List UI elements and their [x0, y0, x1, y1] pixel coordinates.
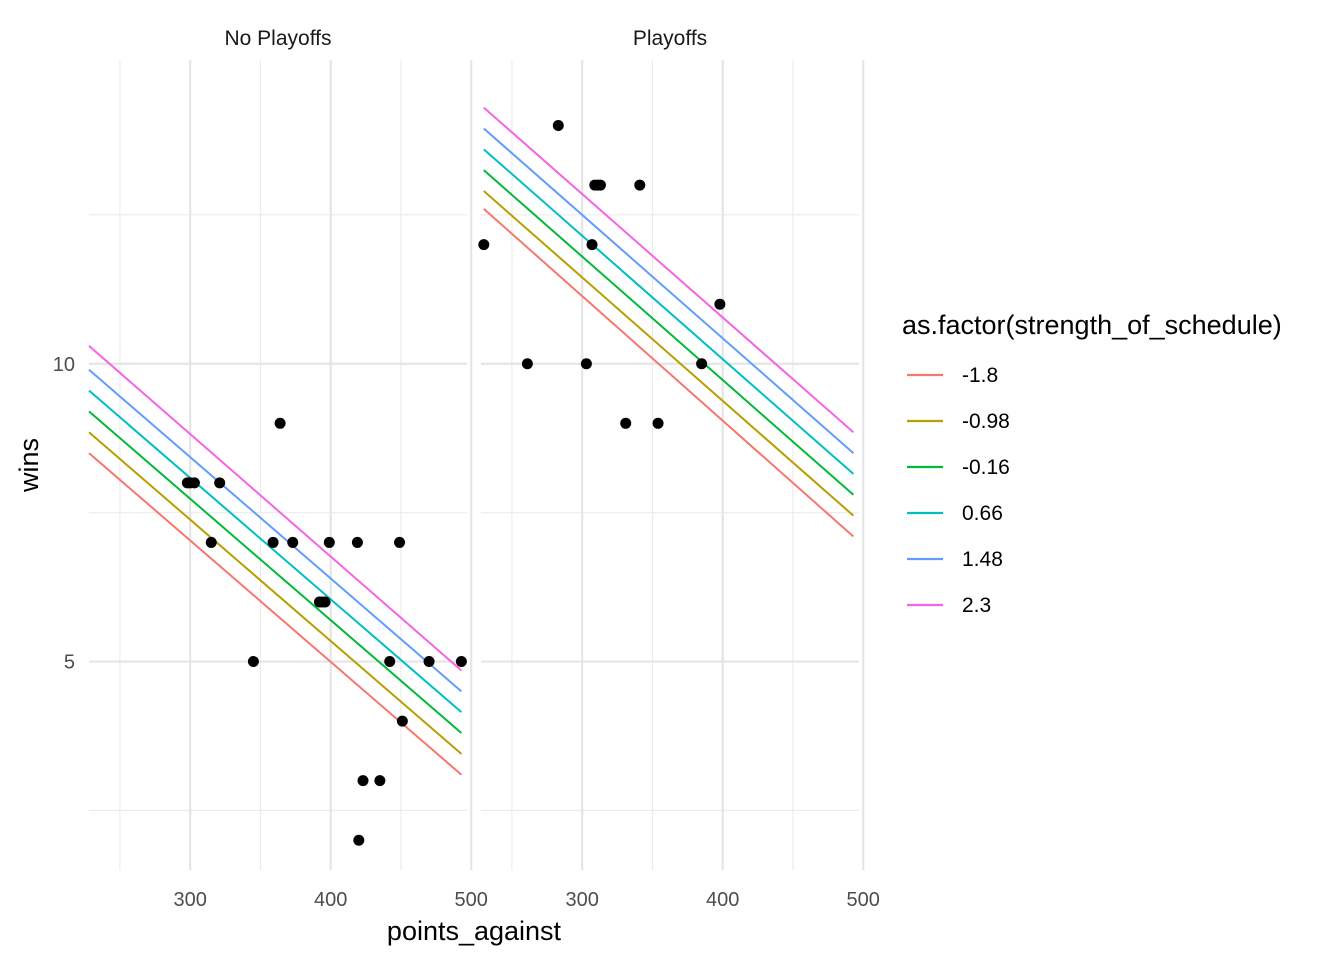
fit-line-1.48	[88, 368, 463, 693]
data-point	[247, 656, 259, 668]
data-point	[714, 298, 726, 310]
legend-label: -0.98	[962, 410, 1010, 433]
data-point	[521, 358, 533, 370]
data-point	[586, 239, 598, 251]
y-tick-label: 10	[53, 354, 75, 376]
facet-strip-title: Playoffs	[633, 27, 707, 50]
x-axis-title: points_against	[387, 916, 562, 946]
x-tick-label: 500	[455, 889, 488, 911]
fit-line--0.98	[88, 431, 463, 755]
data-point	[357, 775, 369, 787]
y-axis-title: wins	[14, 438, 44, 493]
legend-label: 0.66	[962, 502, 1003, 525]
data-point	[267, 536, 279, 548]
data-point	[478, 239, 490, 251]
x-tick-label: 500	[847, 889, 880, 911]
x-tick-label: 400	[706, 889, 739, 911]
fit-line-0.66	[483, 148, 855, 475]
data-point	[353, 834, 365, 846]
facet-strip-title: No Playoffs	[225, 27, 332, 50]
data-point	[351, 536, 363, 548]
y-tick-label: 5	[64, 652, 75, 674]
legend-title: as.factor(strength_of_schedule)	[902, 310, 1282, 340]
data-point	[214, 477, 226, 489]
legend-label: 1.48	[962, 548, 1003, 571]
data-point	[323, 536, 335, 548]
data-point	[634, 179, 646, 191]
data-point	[620, 417, 632, 429]
x-tick-label: 300	[173, 889, 206, 911]
data-point	[188, 477, 200, 489]
legend-label: -0.16	[962, 456, 1010, 479]
legend-label: 2.3	[962, 594, 991, 617]
data-point	[423, 656, 435, 668]
data-point	[696, 358, 708, 370]
data-point	[594, 179, 606, 191]
data-point	[455, 656, 467, 668]
fit-line-2.3	[483, 106, 855, 433]
fit-line--0.16	[88, 410, 463, 734]
data-point	[205, 536, 217, 548]
data-point	[274, 417, 286, 429]
x-tick-label: 400	[314, 889, 347, 911]
data-point	[384, 656, 396, 668]
fit-line-0.66	[88, 389, 463, 713]
fit-line--1.8	[88, 452, 463, 776]
panel-no-playoffs: No Playoffs 300 400 500	[88, 27, 488, 911]
data-point	[652, 417, 664, 429]
data-point	[580, 358, 592, 370]
data-point	[552, 120, 564, 132]
fit-line--0.98	[483, 190, 855, 517]
legend-label: -1.8	[962, 364, 998, 387]
fit-line--1.8	[483, 208, 855, 538]
x-tick-label: 300	[565, 889, 598, 911]
data-point	[319, 596, 331, 608]
fit-line-1.48	[483, 127, 855, 454]
data-point	[374, 775, 386, 787]
data-point	[396, 715, 408, 727]
data-point	[287, 536, 299, 548]
panel-playoffs: Playoffs 300 400 500	[478, 27, 880, 911]
data-point	[394, 536, 406, 548]
fit-line-2.3	[88, 345, 463, 672]
fit-line--0.16	[483, 169, 855, 496]
